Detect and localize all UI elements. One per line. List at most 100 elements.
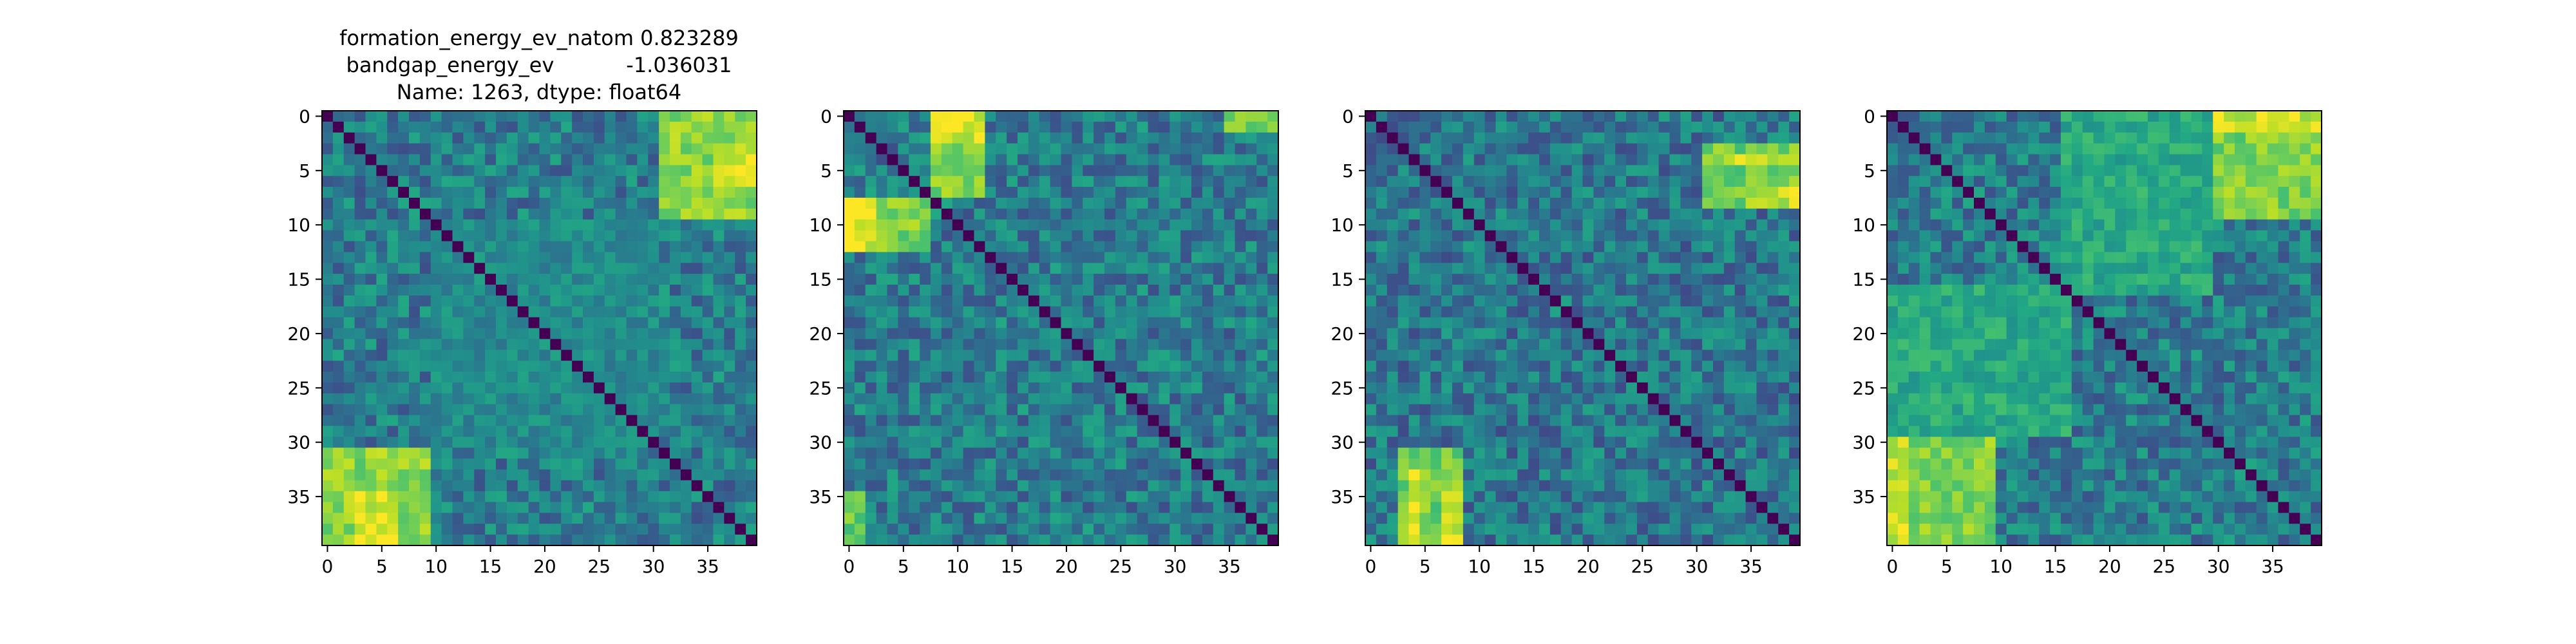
heatmap-cell <box>539 306 551 318</box>
heatmap-cell <box>1419 339 1431 350</box>
heatmap-cell <box>1419 350 1431 361</box>
heatmap-cell <box>1397 176 1410 187</box>
heatmap-cell <box>844 361 855 372</box>
heatmap-cell <box>974 480 985 492</box>
heatmap-cell <box>343 524 355 535</box>
heatmap-cell <box>1528 252 1540 263</box>
heatmap-cell <box>1680 459 1692 470</box>
heatmap-cell <box>1441 252 1453 263</box>
heatmap-cell <box>909 176 920 187</box>
heatmap-cell <box>1756 285 1768 296</box>
heatmap-cell <box>887 448 898 459</box>
heatmap-cell <box>604 274 616 285</box>
heatmap-cells <box>322 111 757 546</box>
heatmap-cell <box>1256 513 1268 524</box>
heatmap-cell <box>485 143 497 155</box>
heatmap-cell <box>963 252 975 263</box>
heatmap-cell <box>365 121 377 133</box>
heatmap-cell <box>1778 208 1790 220</box>
heatmap-cell <box>1039 252 1051 263</box>
heatmap-cell <box>898 274 909 285</box>
heatmap-cell <box>1778 328 1790 339</box>
heatmap-cell <box>952 459 964 470</box>
heatmap-cell <box>1202 502 1214 513</box>
heatmap-cell <box>1767 480 1779 492</box>
heatmap-cell <box>637 382 649 394</box>
heatmap-cell <box>1191 524 1203 535</box>
heatmap-cell <box>354 285 366 296</box>
heatmap-cell <box>387 121 399 133</box>
heatmap-cell <box>593 263 605 274</box>
heatmap-cell <box>1473 502 1486 513</box>
heatmap-cell <box>398 198 410 209</box>
heatmap-cell <box>1419 111 1431 122</box>
heatmap-cell <box>1647 469 1660 481</box>
heatmap-cell <box>1539 415 1551 426</box>
heatmap-cell <box>539 143 551 155</box>
heatmap-cell <box>702 361 714 372</box>
heatmap-cell <box>430 176 442 187</box>
heatmap-cell <box>865 372 877 383</box>
heatmap-cell <box>343 176 355 187</box>
heatmap-cell <box>680 524 692 535</box>
heatmap-cell <box>854 328 866 339</box>
heatmap-cell <box>517 165 529 176</box>
heatmap-cell <box>1571 165 1584 176</box>
heatmap-cell <box>691 513 703 524</box>
heatmap-cell <box>1224 132 1236 144</box>
heatmap-cell <box>1560 252 1573 263</box>
heatmap-cell <box>1560 393 1573 405</box>
heatmap-cell <box>1028 111 1040 122</box>
heatmap-cell <box>713 524 724 535</box>
heatmap-cell <box>1528 513 1540 524</box>
heatmap-cell <box>398 502 410 513</box>
heatmap-cell <box>1691 437 1703 448</box>
heatmap-cell <box>398 121 410 133</box>
heatmap-cell <box>985 535 996 546</box>
heatmap-cell <box>1148 143 1159 155</box>
heatmap-cell <box>593 285 605 296</box>
heatmap-cell <box>1593 328 1605 339</box>
heatmap-cell <box>2017 121 2029 133</box>
x-tick-label: 10 <box>424 556 448 577</box>
heatmap-cell <box>909 263 920 274</box>
heatmap-cell <box>1408 480 1420 492</box>
heatmap-cell <box>1463 393 1475 405</box>
heatmap-cell <box>1473 491 1486 503</box>
heatmap-cell <box>2256 121 2268 133</box>
heatmap-cell <box>1365 480 1377 492</box>
heatmap-cell <box>1376 121 1388 133</box>
heatmap-cell <box>1202 111 1214 122</box>
heatmap-cell <box>2169 111 2181 122</box>
heatmap-cell <box>430 154 442 166</box>
heatmap-cell <box>419 469 431 481</box>
heatmap-cell <box>332 295 345 307</box>
heatmap-cell <box>1734 372 1747 383</box>
heatmap-cell <box>702 382 714 394</box>
heatmap-cell <box>1039 263 1051 274</box>
heatmap-cell <box>583 480 594 492</box>
heatmap-cell <box>343 437 355 448</box>
heatmap-cell <box>419 143 431 155</box>
heatmap-cell <box>615 502 627 513</box>
heatmap-cell <box>1658 524 1671 535</box>
heatmap-cell <box>1452 176 1464 187</box>
heatmap-cell <box>1408 404 1420 416</box>
heatmap-cell <box>550 480 562 492</box>
heatmap-cell <box>1484 350 1497 361</box>
heatmap-cell <box>398 241 410 252</box>
heatmap-cell <box>1170 350 1181 361</box>
heatmap-cell <box>1549 143 1562 155</box>
heatmap-cell <box>615 426 627 437</box>
heatmap-cell <box>1115 165 1127 176</box>
heatmap-cell <box>463 513 475 524</box>
heatmap-cell <box>1148 198 1159 209</box>
heatmap-cell <box>387 535 399 546</box>
heatmap-cell <box>387 459 399 470</box>
heatmap-cell <box>1669 111 1681 122</box>
heatmap-cell <box>1430 306 1442 318</box>
heatmap-cell <box>931 111 942 122</box>
heatmap-cell <box>1387 350 1399 361</box>
heatmap-cell <box>1083 328 1094 339</box>
heatmap-cell <box>1669 252 1681 263</box>
